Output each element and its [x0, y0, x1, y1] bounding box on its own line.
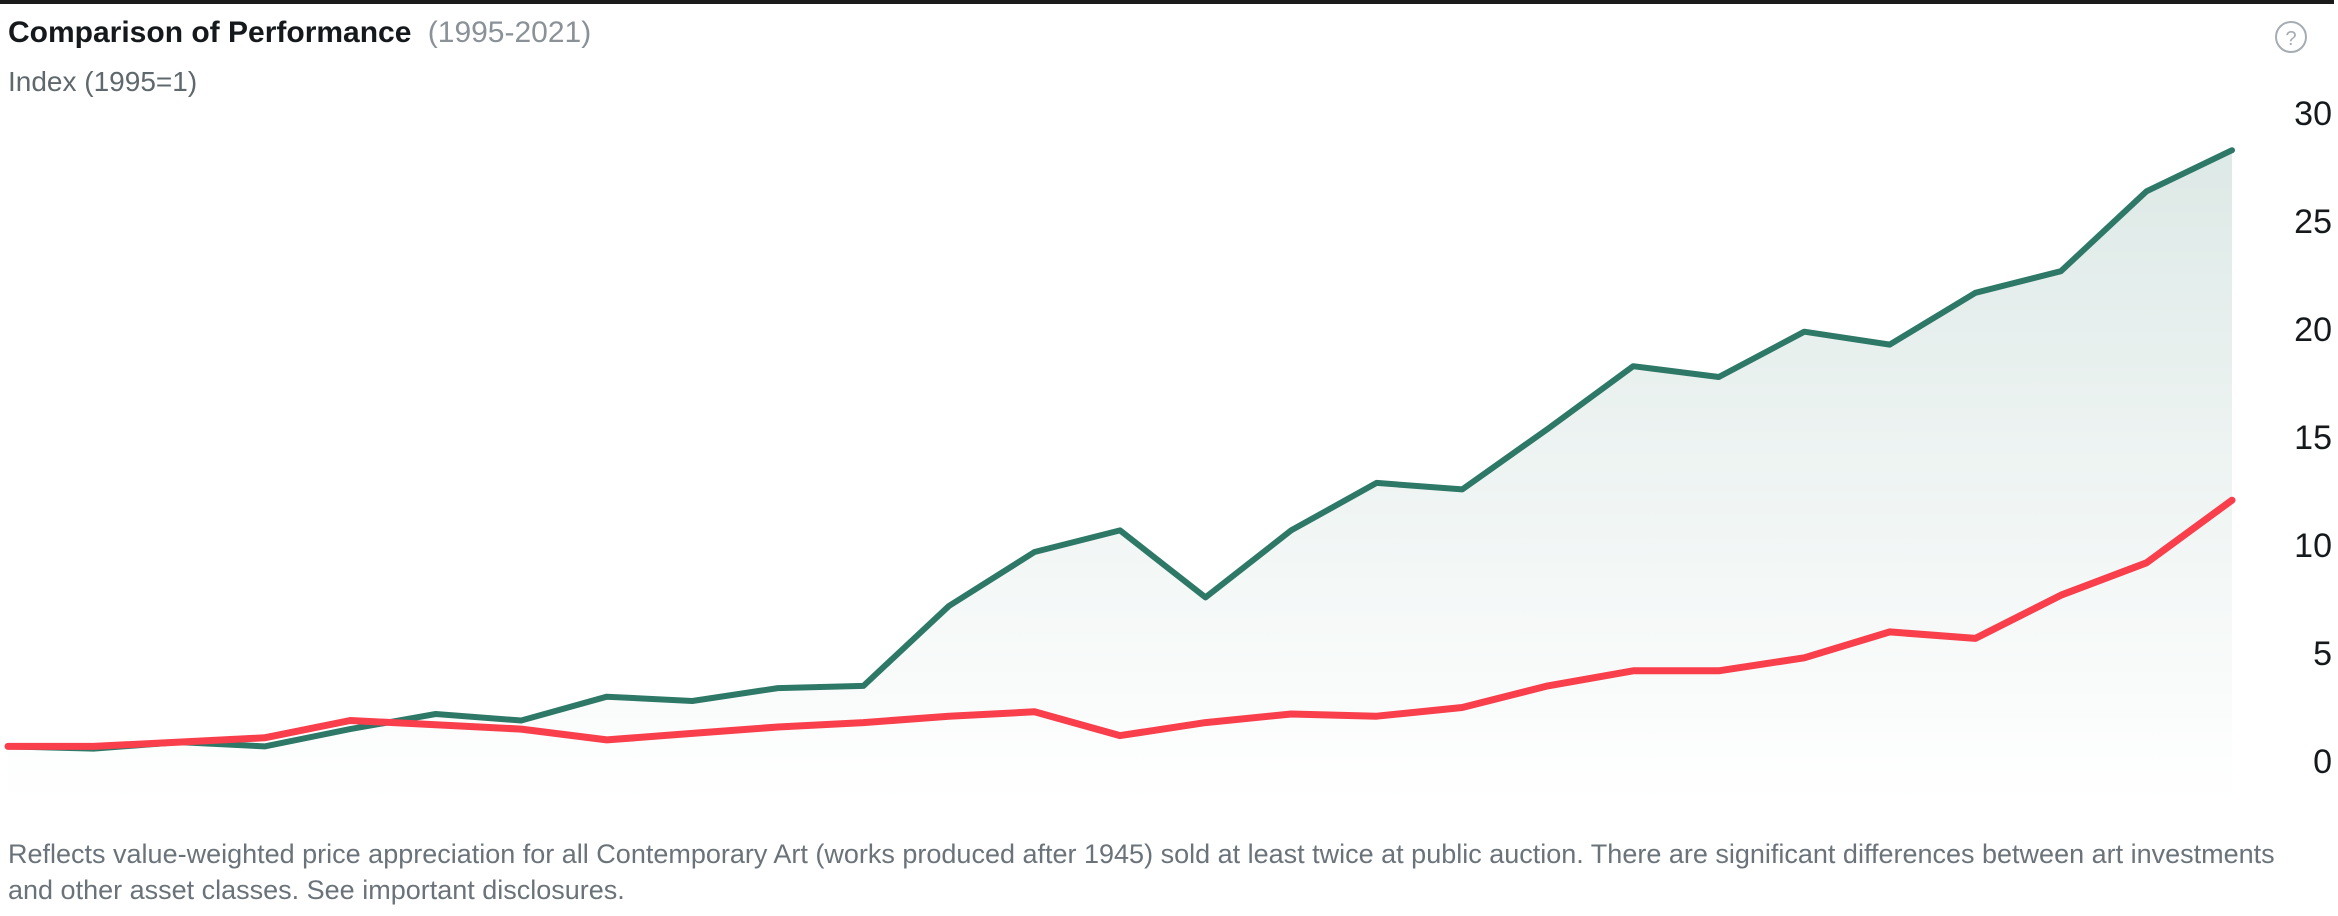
chart-header: Comparison of Performance (1995-2021): [8, 16, 591, 50]
page-title-period: (1995-2021): [427, 16, 592, 49]
top-divider: [0, 0, 2334, 4]
red-series-line: [4, 496, 2236, 750]
y-axis-tick-label: 10: [2294, 527, 2332, 565]
help-icon[interactable]: ?: [2275, 21, 2307, 53]
page-title: Comparison of Performance: [8, 16, 412, 49]
y-axis-tick-label: 15: [2294, 419, 2332, 457]
green-area-fill: [8, 150, 2232, 804]
y-axis-tick-labels: 0 5 10 15 20 25 30: [2294, 95, 2332, 781]
y-axis-tick-label: 20: [2294, 311, 2332, 349]
y-axis-tick-label: 0: [2313, 743, 2332, 781]
y-axis-tick-label: 5: [2313, 635, 2332, 673]
question-mark-glyph: ?: [2285, 28, 2297, 50]
chart-footnote: Reflects value-weighted price appreciati…: [8, 839, 2275, 905]
y-axis-tick-label: 30: [2294, 95, 2332, 133]
y-axis-tick-label: 25: [2294, 203, 2332, 241]
y-axis-title: Index (1995=1): [8, 66, 198, 97]
